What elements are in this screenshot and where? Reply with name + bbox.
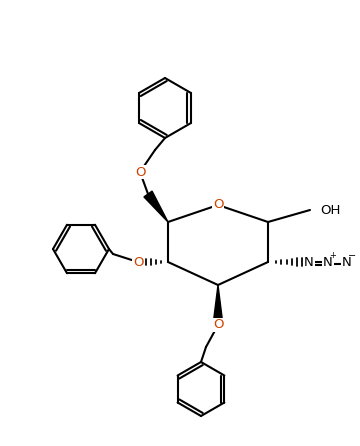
Polygon shape xyxy=(213,285,223,325)
Text: N: N xyxy=(342,256,352,268)
Text: N: N xyxy=(304,256,314,268)
Polygon shape xyxy=(144,191,168,222)
Text: O: O xyxy=(213,198,223,211)
Text: O: O xyxy=(213,318,223,331)
Text: O: O xyxy=(135,165,145,178)
Text: +: + xyxy=(329,252,337,260)
Text: −: − xyxy=(348,251,356,261)
Text: OH: OH xyxy=(320,203,340,216)
Text: N: N xyxy=(323,256,333,268)
Text: O: O xyxy=(133,256,143,268)
